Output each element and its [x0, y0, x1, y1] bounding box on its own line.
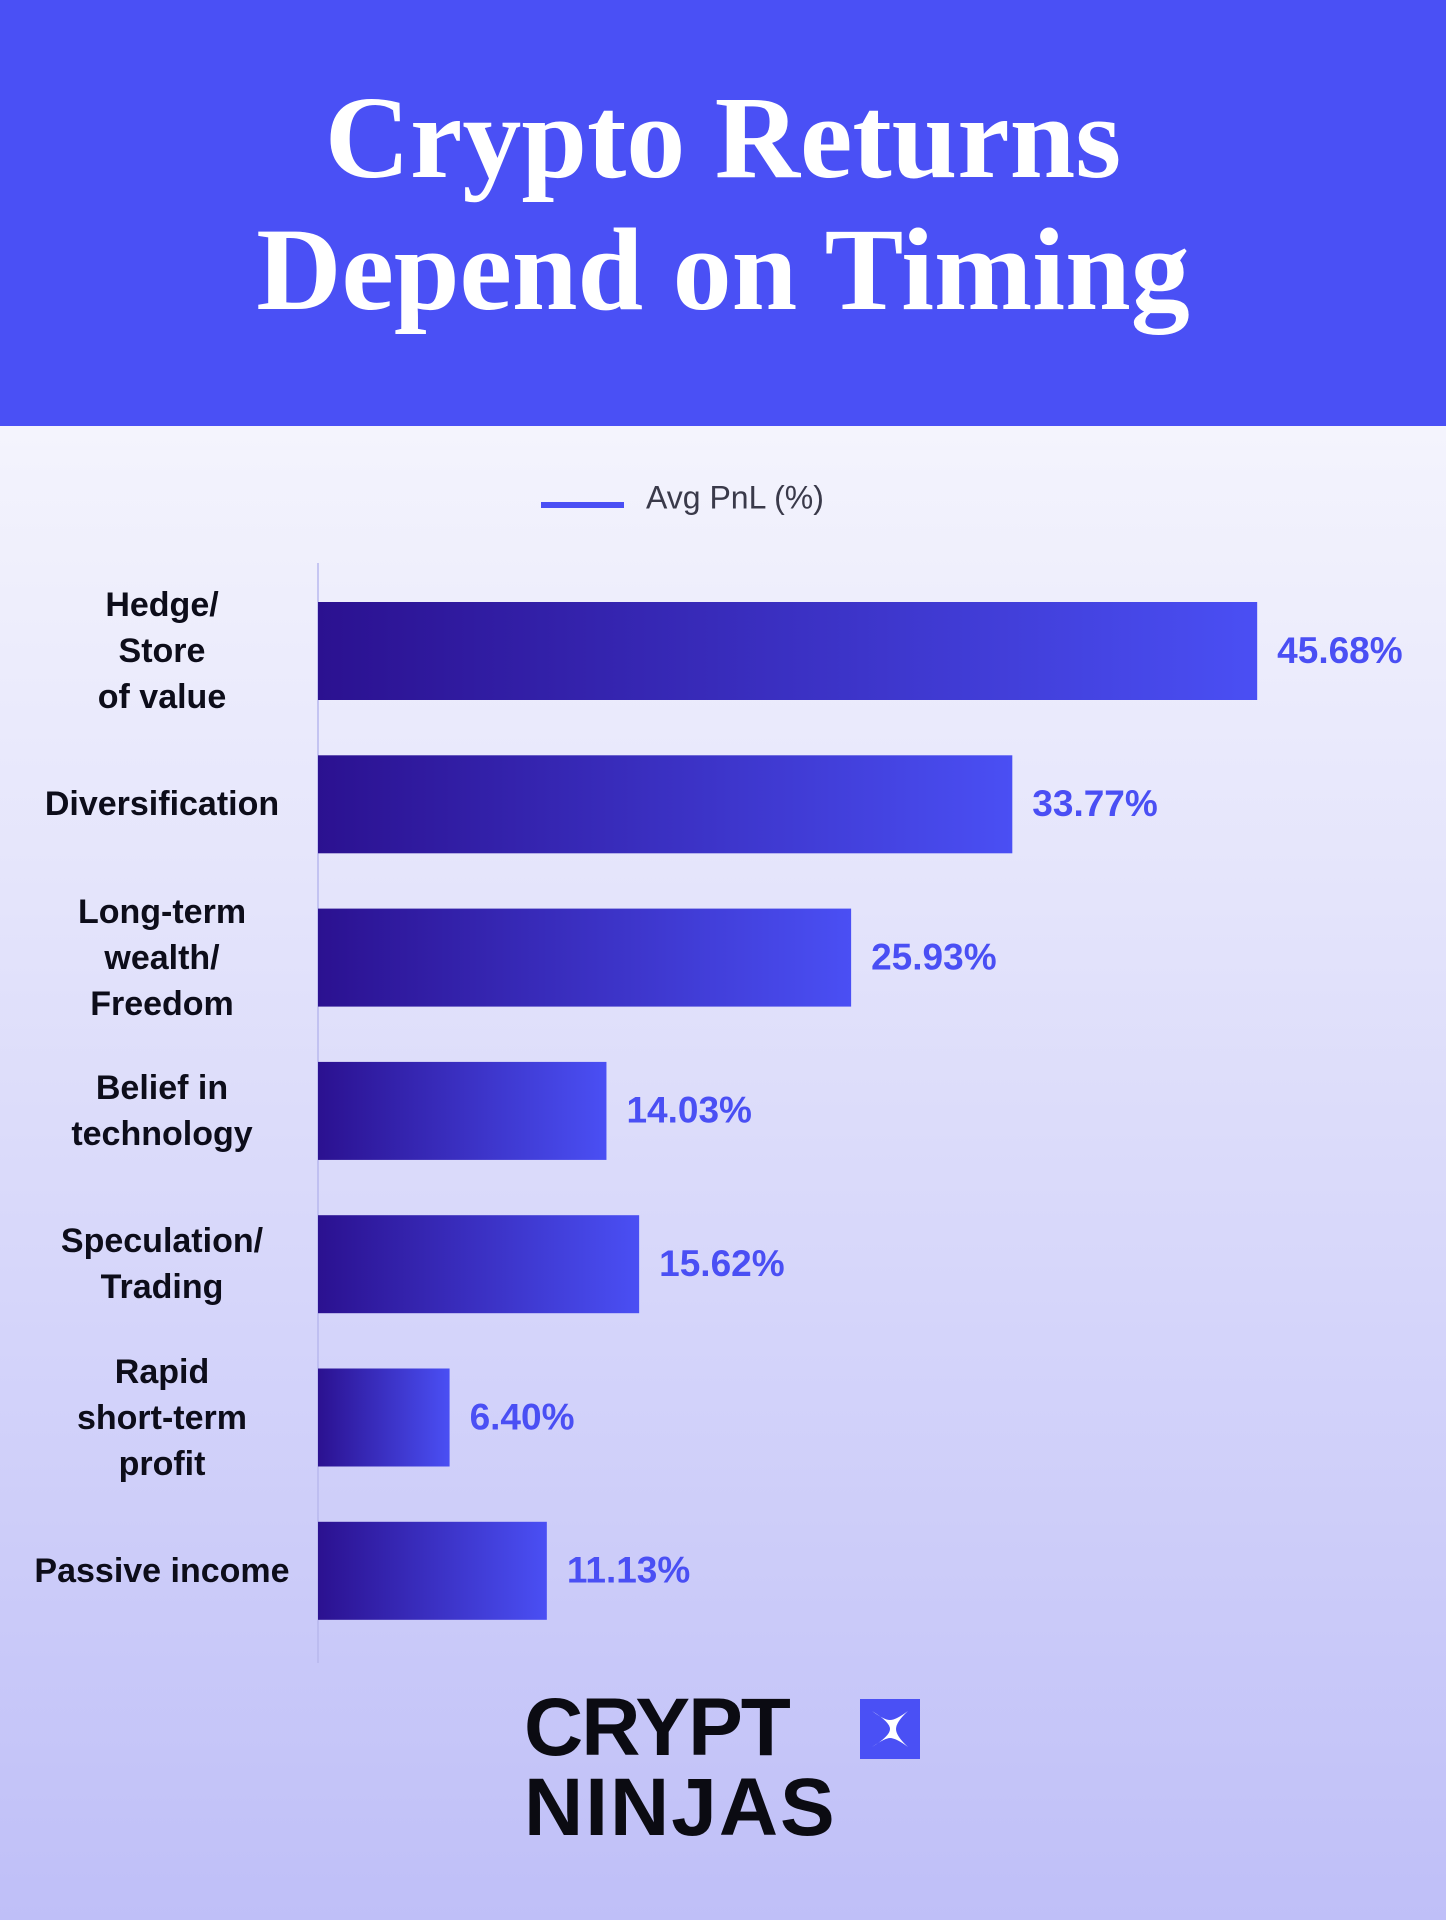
category-label: Rapid short-term profit — [76, 1352, 248, 1483]
header: Crypto Returns Depend on Timing — [0, 0, 1446, 426]
value-label: 6.40% — [470, 1396, 575, 1437]
brand-line1: CRYPT — [524, 1682, 791, 1773]
bar — [318, 1368, 450, 1467]
brand-icon — [872, 1711, 908, 1747]
bar — [318, 755, 1013, 854]
bar — [318, 1061, 607, 1160]
category-label: Hedge/ Store of value — [97, 586, 227, 716]
category-label: Belief in technology — [71, 1068, 253, 1153]
bar — [318, 1215, 640, 1314]
chart-title: Crypto Returns Depend on Timing — [256, 72, 1190, 335]
legend-label: Avg PnL (%) — [646, 479, 824, 515]
category-label: Speculation/ Trading — [60, 1222, 264, 1307]
value-label: 25.93% — [871, 936, 997, 977]
value-label: 45.68% — [1277, 630, 1403, 671]
value-label: 14.03% — [626, 1090, 752, 1131]
bar — [318, 1521, 547, 1620]
value-label: 15.62% — [659, 1243, 785, 1284]
category-label: Diversification — [44, 785, 280, 824]
category-label: Long-term wealth/ Freedom — [77, 892, 247, 1023]
value-label: 33.77% — [1032, 783, 1158, 824]
bar — [318, 602, 1258, 700]
brand-line2: NINJAS — [524, 1762, 837, 1853]
value-label: 11.13% — [567, 1550, 690, 1591]
bar — [318, 908, 852, 1007]
category-label: Passive income — [34, 1551, 290, 1590]
